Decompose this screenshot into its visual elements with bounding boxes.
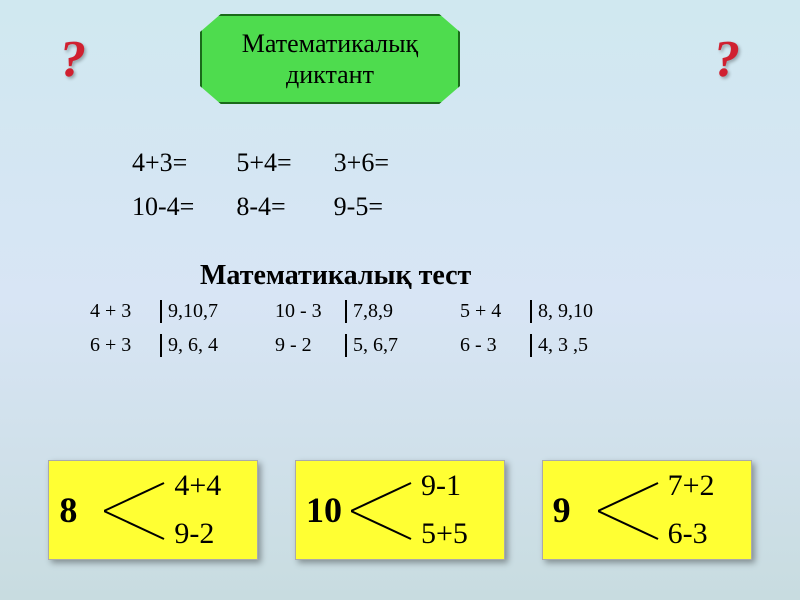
problem-cell: 3+6= (334, 142, 429, 184)
test-answers: 8, 9,10 (530, 300, 610, 323)
card-equation-bottom: 9-2 (174, 517, 214, 551)
card-equation-top: 7+2 (668, 469, 715, 503)
test-question: 9 - 2 (275, 334, 345, 357)
number-split-card: 9 7+2 6-3 (542, 460, 752, 560)
card-equation-top: 9-1 (421, 469, 461, 503)
test-row: 6 + 39, 6, 4 9 - 25, 6,7 6 - 34, 3 ,5 (90, 334, 610, 368)
card-row: 8 4+4 9-2 10 9-1 5+5 9 7+2 6-3 (0, 460, 800, 560)
test-block: 4 + 39,10,7 10 - 37,8,9 5 + 48, 9,10 6 +… (90, 300, 610, 368)
split-lines-icon (351, 473, 421, 549)
problem-cell: 9-5= (334, 186, 429, 228)
test-answers: 9,10,7 (160, 300, 240, 323)
test-row: 4 + 39,10,7 10 - 37,8,9 5 + 48, 9,10 (90, 300, 610, 334)
title-box: Математикалық диктант (200, 14, 460, 104)
question-mark-left-icon: ? (56, 30, 90, 89)
problem-cell: 4+3= (132, 142, 234, 184)
card-number: 10 (306, 489, 351, 531)
card-equation-bottom: 5+5 (421, 517, 468, 551)
problem-cell: 10-4= (132, 186, 234, 228)
card-equation-top: 4+4 (174, 469, 221, 503)
test-answers: 4, 3 ,5 (530, 334, 610, 357)
card-number: 9 (553, 489, 598, 531)
problem-cell: 5+4= (236, 142, 331, 184)
question-mark-right-icon: ? (710, 30, 744, 89)
test-question: 6 - 3 (460, 334, 530, 357)
card-number: 8 (59, 489, 104, 531)
test-question: 5 + 4 (460, 300, 530, 323)
test-title: Математикалық тест (200, 260, 471, 292)
problem-cell: 8-4= (236, 186, 331, 228)
test-question: 4 + 3 (90, 300, 160, 323)
test-question: 6 + 3 (90, 334, 160, 357)
split-lines-icon (104, 473, 174, 549)
problem-row: 4+3= 5+4= 3+6= (132, 142, 429, 184)
test-answers: 7,8,9 (345, 300, 425, 323)
test-question: 10 - 3 (275, 300, 345, 323)
problem-row: 10-4= 8-4= 9-5= (132, 186, 429, 228)
number-split-card: 10 9-1 5+5 (295, 460, 505, 560)
card-equation-bottom: 6-3 (668, 517, 708, 551)
test-answers: 5, 6,7 (345, 334, 425, 357)
number-split-card: 8 4+4 9-2 (48, 460, 258, 560)
title-text: Математикалық диктант (202, 28, 458, 90)
split-lines-icon (598, 473, 668, 549)
dictation-problems: 4+3= 5+4= 3+6= 10-4= 8-4= 9-5= (130, 140, 431, 230)
test-answers: 9, 6, 4 (160, 334, 240, 357)
